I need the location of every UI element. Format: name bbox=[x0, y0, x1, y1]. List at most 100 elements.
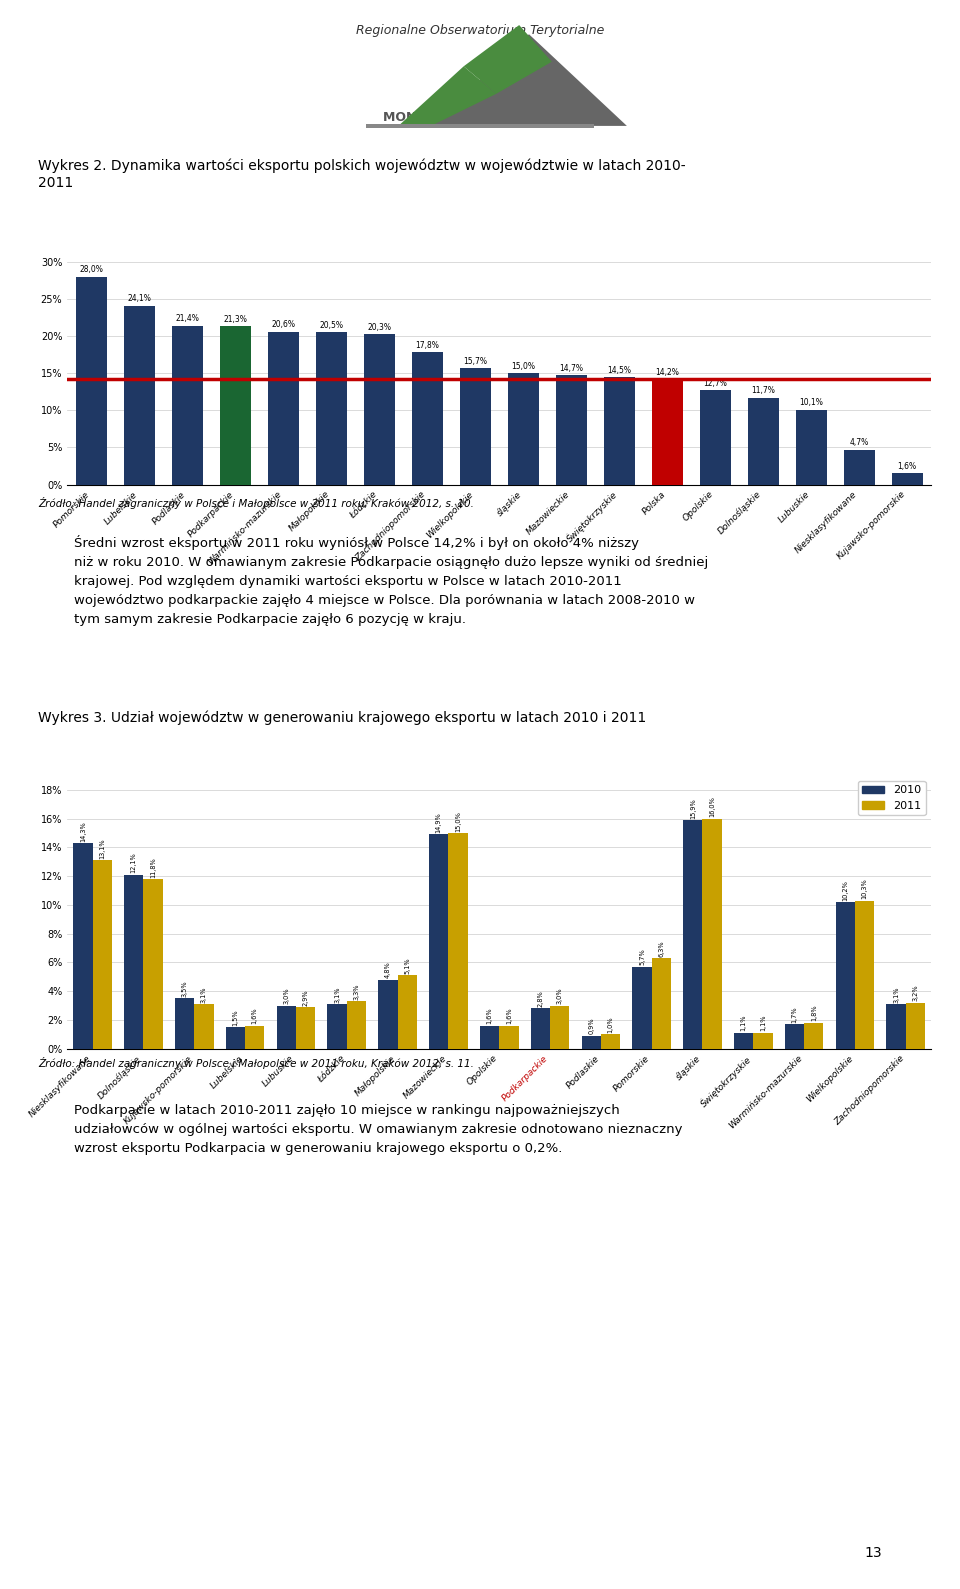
Text: 12,1%: 12,1% bbox=[131, 852, 136, 874]
Text: 16,0%: 16,0% bbox=[709, 796, 715, 817]
Bar bbox=[226, 1026, 245, 1049]
Text: MONITORUJ PODKARPACKIE: MONITORUJ PODKARPACKIE bbox=[383, 111, 577, 124]
Bar bbox=[76, 276, 107, 485]
Bar bbox=[684, 820, 703, 1049]
Text: Źródło: Handel zagraniczny w Polsce i Małopolsce w 2011 roku, Kraków 2012, s. 10: Źródło: Handel zagraniczny w Polsce i Ma… bbox=[38, 497, 474, 508]
Text: 21,4%: 21,4% bbox=[176, 315, 199, 323]
Text: 20,5%: 20,5% bbox=[319, 321, 344, 331]
Text: 3,5%: 3,5% bbox=[181, 980, 187, 996]
Text: 1,6%: 1,6% bbox=[252, 1007, 257, 1025]
Text: 2,8%: 2,8% bbox=[538, 990, 543, 1007]
Text: 4,8%: 4,8% bbox=[385, 961, 391, 979]
Bar bbox=[397, 976, 417, 1049]
Text: 1,6%: 1,6% bbox=[506, 1007, 512, 1025]
Text: 3,0%: 3,0% bbox=[283, 987, 289, 1004]
Bar bbox=[124, 874, 143, 1049]
Text: Regionalne Obserwatorium Terytorialne: Regionalne Obserwatorium Terytorialne bbox=[356, 24, 604, 37]
Text: 14,7%: 14,7% bbox=[559, 364, 583, 373]
Text: 1,1%: 1,1% bbox=[741, 1015, 747, 1031]
Text: 3,3%: 3,3% bbox=[353, 984, 359, 999]
Text: 13,1%: 13,1% bbox=[99, 839, 106, 860]
Bar bbox=[499, 1026, 518, 1049]
Text: 15,0%: 15,0% bbox=[511, 362, 535, 370]
Bar bbox=[550, 1006, 569, 1049]
Text: 3,0%: 3,0% bbox=[557, 987, 563, 1004]
Bar bbox=[748, 397, 779, 485]
Bar bbox=[412, 353, 443, 485]
Text: 14,9%: 14,9% bbox=[436, 812, 442, 833]
Bar bbox=[92, 860, 112, 1049]
Text: 3,2%: 3,2% bbox=[912, 985, 919, 1001]
Text: 10,3%: 10,3% bbox=[862, 879, 868, 899]
Text: 11,7%: 11,7% bbox=[752, 386, 775, 396]
Text: Średni wzrost eksportu w 2011 roku wyniósł w Polsce 14,2% i był on około 4% niżs: Średni wzrost eksportu w 2011 roku wynió… bbox=[74, 535, 708, 626]
Text: 1,6%: 1,6% bbox=[487, 1007, 492, 1025]
Bar bbox=[892, 474, 923, 485]
Text: 14,5%: 14,5% bbox=[607, 365, 632, 375]
Text: 1,6%: 1,6% bbox=[898, 461, 917, 470]
Text: 15,7%: 15,7% bbox=[463, 356, 487, 365]
Bar bbox=[327, 1004, 347, 1049]
Text: 3,1%: 3,1% bbox=[893, 987, 900, 1003]
Text: 15,9%: 15,9% bbox=[690, 798, 696, 818]
Text: 4,7%: 4,7% bbox=[850, 439, 869, 448]
Bar bbox=[906, 1003, 925, 1049]
Text: Wykres 2. Dynamika wartości eksportu polskich województw w województwie w latach: Wykres 2. Dynamika wartości eksportu pol… bbox=[38, 159, 686, 189]
Bar bbox=[276, 1006, 296, 1049]
Bar bbox=[531, 1009, 550, 1049]
Bar bbox=[194, 1004, 213, 1049]
Bar bbox=[124, 305, 155, 485]
Bar bbox=[835, 903, 855, 1049]
Text: Podkarpacie w latach 2010-2011 zajęło 10 miejsce w rankingu najpoważniejszych
ud: Podkarpacie w latach 2010-2011 zajęło 10… bbox=[74, 1104, 683, 1155]
Text: 20,3%: 20,3% bbox=[367, 323, 391, 332]
Bar bbox=[480, 1026, 499, 1049]
Text: 12,7%: 12,7% bbox=[704, 380, 727, 388]
Bar bbox=[734, 1033, 754, 1049]
Bar bbox=[143, 879, 163, 1049]
Text: 13: 13 bbox=[865, 1546, 882, 1560]
Bar bbox=[448, 833, 468, 1049]
Bar bbox=[652, 380, 683, 485]
Text: 17,8%: 17,8% bbox=[416, 342, 439, 350]
Text: 1,1%: 1,1% bbox=[760, 1015, 766, 1031]
Text: 1,5%: 1,5% bbox=[232, 1009, 238, 1026]
Bar bbox=[347, 1001, 366, 1049]
Text: 11,8%: 11,8% bbox=[150, 856, 156, 877]
Text: Źródło: Handel zagraniczny w Polsce i Małopolsce w 2011 roku, Kraków 2012, s. 11: Źródło: Handel zagraniczny w Polsce i Ma… bbox=[38, 1057, 474, 1069]
Text: 5,7%: 5,7% bbox=[639, 949, 645, 965]
Bar bbox=[364, 334, 395, 485]
Bar bbox=[785, 1025, 804, 1049]
Text: 2,9%: 2,9% bbox=[302, 988, 308, 1006]
Bar bbox=[175, 998, 194, 1049]
Legend: 2010, 2011: 2010, 2011 bbox=[857, 780, 925, 815]
Bar bbox=[460, 369, 491, 485]
Bar bbox=[886, 1004, 906, 1049]
Bar bbox=[245, 1026, 264, 1049]
Bar bbox=[844, 450, 875, 485]
Bar bbox=[73, 844, 92, 1049]
Text: 10,2%: 10,2% bbox=[842, 880, 849, 901]
Text: 5,1%: 5,1% bbox=[404, 957, 410, 974]
Bar bbox=[700, 391, 731, 485]
Text: 1,0%: 1,0% bbox=[608, 1017, 613, 1033]
Bar bbox=[429, 834, 448, 1049]
Text: 3,1%: 3,1% bbox=[334, 987, 340, 1003]
Text: 20,6%: 20,6% bbox=[271, 321, 296, 329]
Text: 1,8%: 1,8% bbox=[811, 1004, 817, 1022]
Text: 1,7%: 1,7% bbox=[791, 1006, 798, 1023]
Text: 14,2%: 14,2% bbox=[656, 369, 679, 377]
Text: 3,1%: 3,1% bbox=[201, 987, 207, 1003]
Bar bbox=[796, 410, 827, 485]
Bar bbox=[508, 373, 539, 485]
Bar bbox=[604, 377, 635, 485]
Text: 10,1%: 10,1% bbox=[800, 399, 823, 407]
Bar bbox=[804, 1023, 824, 1049]
Text: 14,3%: 14,3% bbox=[80, 822, 86, 842]
Bar bbox=[582, 1036, 601, 1049]
Text: 0,9%: 0,9% bbox=[588, 1017, 594, 1034]
Bar bbox=[754, 1033, 773, 1049]
Bar bbox=[378, 980, 397, 1049]
Bar bbox=[633, 966, 652, 1049]
Text: 28,0%: 28,0% bbox=[80, 265, 103, 275]
Bar bbox=[703, 818, 722, 1049]
